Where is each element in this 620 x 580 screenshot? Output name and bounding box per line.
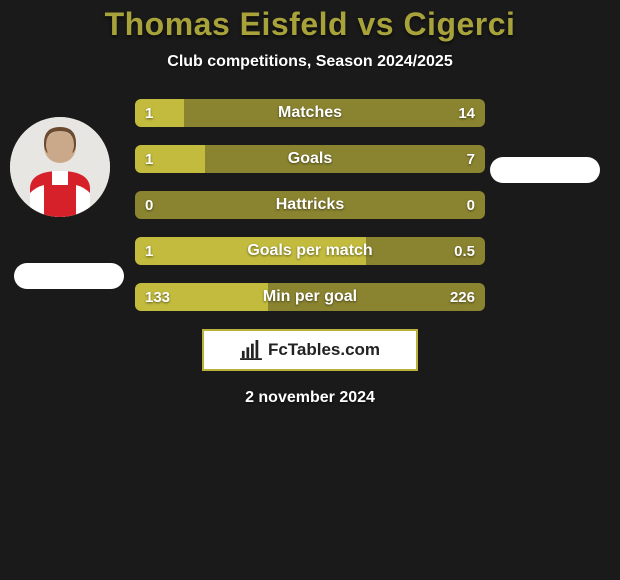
- stat-value-right: 226: [440, 283, 485, 311]
- player-left-avatar: [10, 117, 110, 217]
- stat-bars: 1Matches14 1Goals7 0Hattricks0 1Goals per m…: [135, 99, 485, 311]
- stat-label: Goals per match: [135, 237, 485, 265]
- stat-row: 133Min per goal226: [135, 283, 485, 311]
- brand-text: FcTables.com: [268, 340, 380, 360]
- stat-label: Hattricks: [135, 191, 485, 219]
- stat-value-right: 0: [457, 191, 485, 219]
- stat-row: 1Goals7: [135, 145, 485, 173]
- stat-row: 1Matches14: [135, 99, 485, 127]
- avatar-placeholder-icon: [10, 117, 110, 217]
- bar-chart-icon: [240, 340, 262, 360]
- player-left-name-pill: [14, 263, 124, 289]
- content-root: Thomas Eisfeld vs Cigerci Club competiti…: [0, 0, 620, 580]
- stat-label: Min per goal: [135, 283, 485, 311]
- player-right-name-pill: [490, 157, 600, 183]
- date-text: 2 november 2024: [0, 389, 620, 407]
- page-title: Thomas Eisfeld vs Cigerci: [0, 6, 620, 43]
- stat-row: 1Goals per match0.5: [135, 237, 485, 265]
- stat-value-right: 14: [448, 99, 485, 127]
- brand-box: FcTables.com: [202, 329, 418, 371]
- stat-label: Matches: [135, 99, 485, 127]
- subtitle: Club competitions, Season 2024/2025: [0, 53, 620, 71]
- comparison-arena: 1Matches14 1Goals7 0Hattricks0 1Goals per m…: [0, 99, 620, 311]
- stat-label: Goals: [135, 145, 485, 173]
- stat-value-right: 0.5: [444, 237, 485, 265]
- stat-value-right: 7: [457, 145, 485, 173]
- stat-row: 0Hattricks0: [135, 191, 485, 219]
